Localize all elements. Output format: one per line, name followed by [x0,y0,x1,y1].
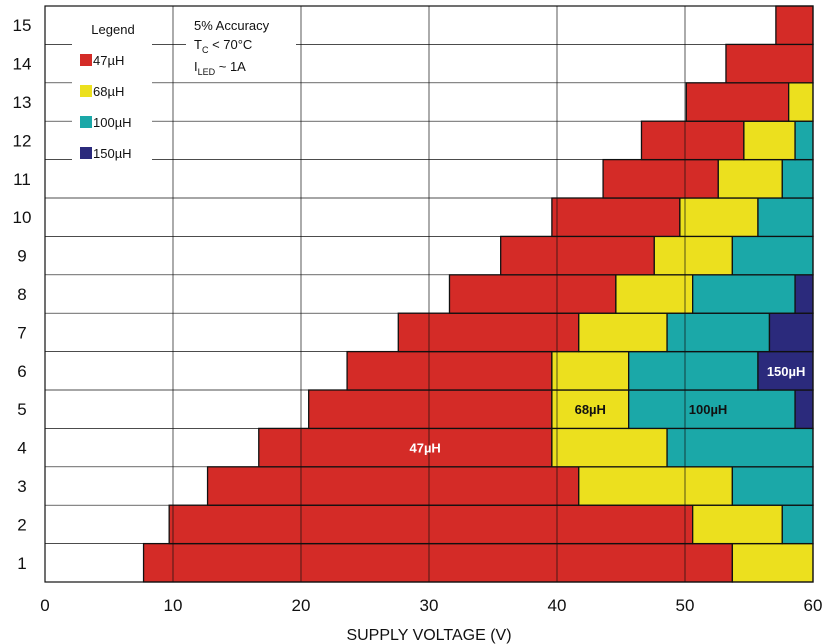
legend-label-68uh: 68µH [93,84,124,99]
x-tick-label: 40 [548,596,567,615]
legend-swatch-100uh [80,116,92,128]
y-tick-label: 2 [17,515,26,534]
note-line-2: TC < 70°C [194,37,252,55]
bar-row-12-47uh [640,120,745,161]
legend: Legend 47µH 68µH 100µH 150µH [72,10,152,170]
bar-row-5-68uh [551,389,630,430]
bar-row-11-68uh [717,158,783,199]
data-label-100uh: 100µH [689,402,728,417]
data-label-150uh: 150µH [767,364,806,379]
bar-row-7-68uh [578,312,668,353]
y-tick-label: 12 [13,131,32,150]
bar-row-8-68uh [615,274,694,314]
x-tick-label: 0 [40,596,49,615]
x-tick-labels: 0 10 20 30 40 50 60 [40,596,822,615]
bar-row-13-47uh [685,82,790,122]
bar-row-8-100uh [692,274,796,314]
grid-layer [45,6,813,582]
note: 5% Accuracy TC < 70°C ILED ~ 1A [186,10,296,77]
bar-row-4-47uh [258,427,553,468]
bar-row-2-68uh [692,504,783,545]
bar-row-9-100uh [731,235,814,276]
bar-layer [142,5,814,583]
bar-row-2-100uh [781,504,814,545]
bar-row-1-47uh [142,542,734,583]
bar-row-6-68uh [551,350,630,391]
bar-row-13-68uh [788,82,814,122]
bar-row-14-47uh [725,43,814,84]
x-tick-label: 10 [164,596,183,615]
note-line-2-main: T [194,37,202,52]
legend-label-150uh: 150µH [93,146,132,161]
bar-row-5-100uh [628,389,796,430]
bar-row-9-68uh [653,235,734,276]
y-tick-label: 15 [13,16,32,35]
bar-row-7-150uh [768,312,814,353]
x-tick-label: 20 [292,596,311,615]
bar-row-4-100uh [666,427,814,468]
bar-row-11-100uh [781,158,814,199]
y-tick-label: 4 [17,439,26,458]
bar-row-2-47uh [168,504,694,545]
y-tick-label: 8 [17,285,26,304]
y-tick-label: 3 [17,477,26,496]
legend-label-100uh: 100µH [93,115,132,130]
bar-row-6-100uh [628,350,759,391]
bar-row-4-68uh [551,427,668,468]
bar-row-3-100uh [731,466,814,506]
bar-row-5-150uh [794,389,814,430]
legend-title: Legend [91,22,134,37]
bar-row-8-47uh [448,274,617,314]
bar-row-10-100uh [757,197,814,238]
legend-swatch-150uh [80,147,92,159]
bar-row-15-47uh [775,5,814,46]
note-line-3-sub: LED [198,67,216,77]
y-tick-label: 9 [17,247,26,266]
x-tick-label: 50 [676,596,695,615]
plot-frame [44,5,814,583]
y-tick-label: 1 [17,554,26,573]
legend-entries: 47µH 68µH 100µH 150µH [80,53,132,161]
y-tick-label: 6 [17,362,26,381]
y-tick-label: 11 [13,170,31,189]
note-line-3-main: I [194,59,198,74]
bar-row-6-47uh [346,350,553,391]
x-tick-label: 30 [420,596,439,615]
y-tick-label: 5 [17,400,26,419]
note-line-2-rest: < 70°C [208,37,252,52]
bar-row-5-47uh [308,389,553,430]
bar-row-12-100uh [794,120,814,161]
bar-row-10-68uh [679,197,759,238]
bar-row-3-68uh [578,466,734,506]
y-tick-label: 13 [13,93,32,112]
bar-row-8-150uh [794,274,814,314]
bar-row-7-100uh [666,312,771,353]
bar-row-3-47uh [206,466,580,506]
bar-row-1-68uh [731,542,814,583]
note-box [186,10,296,76]
legend-swatch-68uh [80,85,92,97]
y-tick-label: 7 [17,323,26,342]
note-line-3: ILED ~ 1A [194,59,246,77]
note-line-1: 5% Accuracy [194,18,270,33]
y-tick-label: 10 [13,208,32,227]
x-axis-label: SUPPLY VOLTAGE (V) [346,627,511,644]
data-label-47uh: 47µH [409,441,440,456]
bar-row-7-47uh [397,312,580,353]
data-label-68uh: 68µH [575,402,606,417]
bar-row-12-68uh [743,120,796,161]
y-tick-label: 14 [13,55,32,74]
bar-row-10-47uh [551,197,681,238]
data-labels: 47µH 68µH 100µH 150µH [409,364,805,456]
bar-row-11-47uh [602,158,719,199]
bar-row-9-47uh [500,235,655,276]
note-line-2-sub: C [202,45,209,55]
legend-label-47uh: 47µH [93,53,124,68]
x-tick-label: 60 [804,596,823,615]
note-line-3-rest: ~ 1A [215,59,246,74]
legend-swatch-47uh [80,54,92,66]
